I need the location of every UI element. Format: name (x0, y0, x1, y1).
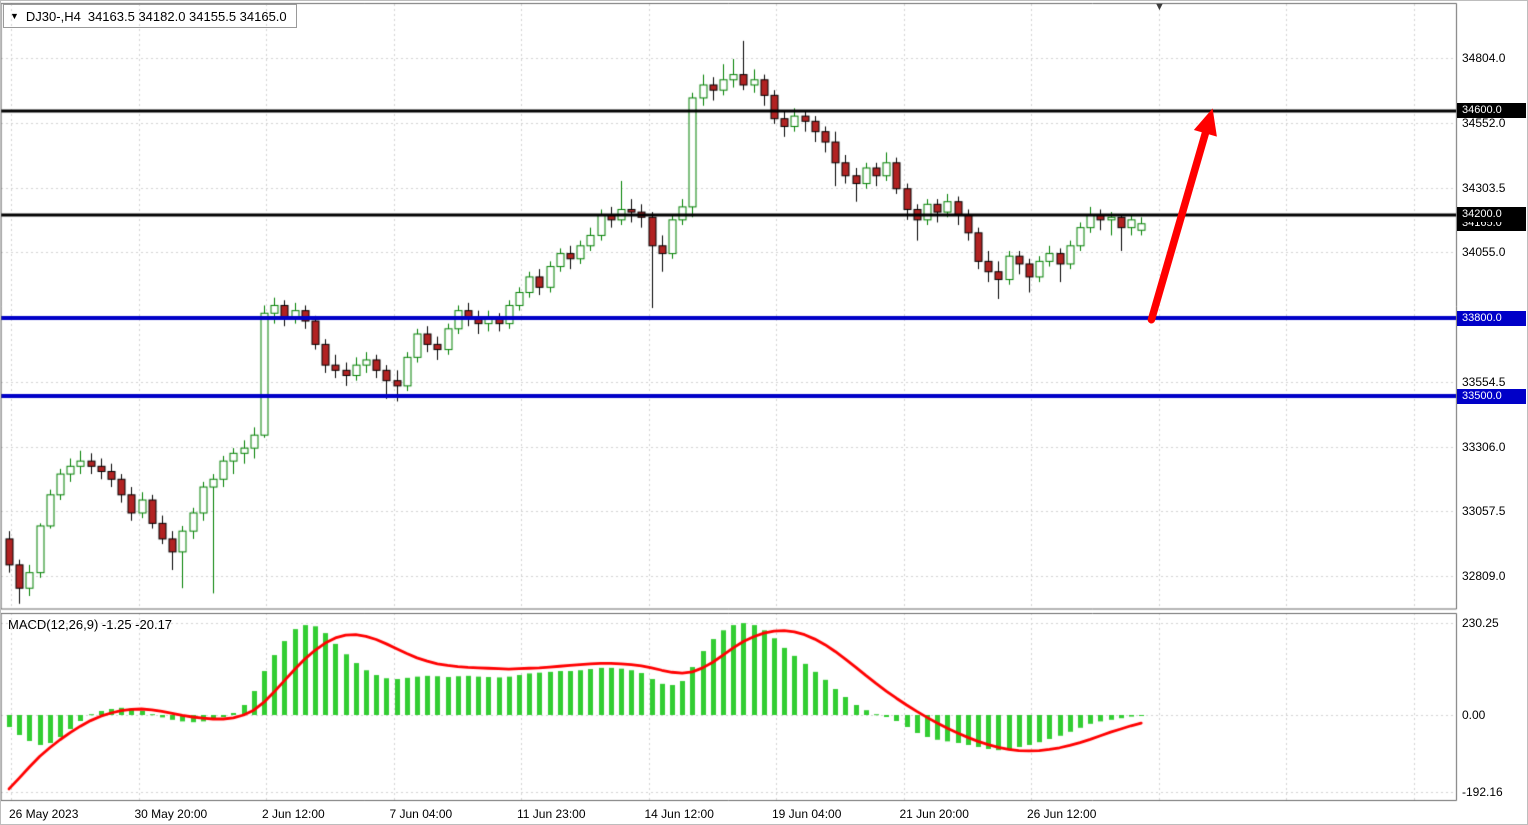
time-tick-label: 26 Jun 12:00 (1027, 807, 1097, 821)
time-tick-label: 14 Jun 12:00 (644, 807, 714, 821)
price-tick-label: 32809.0 (1462, 568, 1506, 583)
macd-indicator-label: MACD(12,26,9) -1.25 -20.17 (8, 617, 173, 632)
price-tick-label: 34552.0 (1462, 116, 1506, 131)
time-tick-label: 21 Jun 20:00 (899, 807, 969, 821)
price-tick-label: 34055.0 (1462, 245, 1506, 260)
chart-shift-marker-icon[interactable]: ▼ (1154, 1, 1165, 13)
hline-price-badge: 34600.0 (1457, 103, 1526, 119)
symbol-dropdown-icon[interactable]: ▼ (10, 10, 19, 21)
price-tick-label: 33057.5 (1462, 504, 1506, 519)
hline-price-badge: 33800.0 (1457, 310, 1526, 326)
price-axis[interactable]: 34804.034552.034303.534055.033806.533554… (1456, 1, 1527, 824)
hline-price-badge: 34200.0 (1457, 207, 1526, 223)
price-tick-label: 34303.5 (1462, 180, 1506, 195)
macd-tick-label: 230.25 (1462, 616, 1499, 630)
time-tick-label: 7 Jun 04:00 (389, 807, 453, 821)
symbol-label: DJ30-,H4 (25, 8, 81, 24)
hline-price-badge: 33500.0 (1457, 388, 1526, 404)
time-tick-label: 11 Jun 23:00 (517, 807, 586, 821)
time-tick-label: 30 May 20:00 (134, 807, 208, 821)
time-tick-label: 2 Jun 12:00 (262, 807, 325, 821)
time-tick-label: 19 Jun 04:00 (772, 807, 842, 821)
price-tick-label: 33306.0 (1462, 439, 1506, 454)
macd-tick-label: 0.00 (1462, 708, 1486, 722)
symbol-info-box: ▼ DJ30-,H4 34163.5 34182.0 34155.5 34165… (3, 4, 297, 28)
time-axis[interactable]: 26 May 2023 30 May 20:00 2 Jun 12:00 7 Jun … (1, 800, 1456, 824)
ohlc-readout: 34163.5 34182.0 34155.5 34165.0 (87, 8, 287, 24)
price-tick-label: 34804.0 (1462, 51, 1506, 65)
macd-tick-label: -192.16 (1462, 784, 1503, 799)
time-tick-label: 26 May 2023 (9, 807, 79, 821)
price-tick-label: 33554.5 (1462, 375, 1506, 390)
